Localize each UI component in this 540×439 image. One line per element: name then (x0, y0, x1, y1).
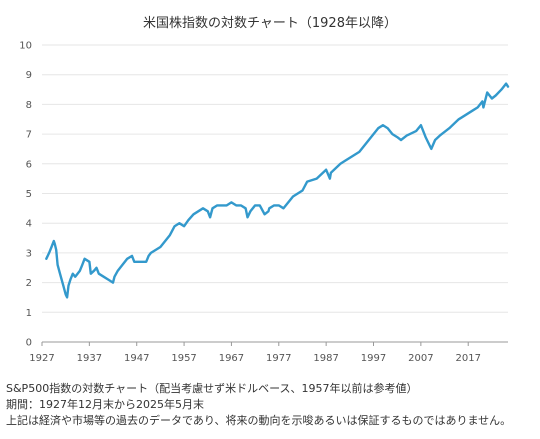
y-tick-label: 6 (26, 159, 32, 170)
y-tick-label: 4 (26, 219, 32, 230)
note-line-3: 上記は経済や市場等の過去のデータであり、将来の動向を示唆あるいは保証するものでは… (6, 414, 512, 427)
chart-notes: S&P500指数の対数チャート（配当考慮せず米ドルベース、1957年以前は参考値… (6, 381, 511, 429)
y-tick-label: 8 (26, 100, 32, 111)
y-tick-label: 7 (26, 130, 32, 141)
x-tick-label: 1977 (266, 353, 291, 364)
x-tick-label: 1927 (29, 353, 54, 364)
x-tick-label: 1997 (361, 353, 386, 364)
y-tick-label: 10 (19, 41, 32, 52)
y-tick-label: 5 (26, 189, 32, 200)
note-line-1: S&P500指数の対数チャート（配当考慮せず米ドルベース、1957年以前は参考値… (6, 382, 418, 395)
x-tick-label: 1967 (219, 353, 244, 364)
y-tick-label: 9 (26, 70, 32, 81)
y-tick-label: 1 (26, 308, 32, 319)
x-tick-label: 2017 (455, 353, 480, 364)
x-tick-label: 1947 (124, 353, 149, 364)
x-tick-label: 1937 (77, 353, 102, 364)
chart-title: 米国株指数の対数チャート（1928年以降） (143, 16, 397, 31)
series-line (45, 82, 510, 299)
y-tick-label: 2 (26, 278, 32, 289)
x-tick-label: 2007 (408, 353, 433, 364)
note-line-2: 期間：1927年12月末から2025年5月末 (6, 398, 204, 411)
y-tick-label: 0 (26, 338, 32, 349)
x-tick-label: 1987 (313, 353, 338, 364)
y-tick-label: 3 (26, 248, 32, 259)
x-tick-label: 1957 (171, 353, 196, 364)
